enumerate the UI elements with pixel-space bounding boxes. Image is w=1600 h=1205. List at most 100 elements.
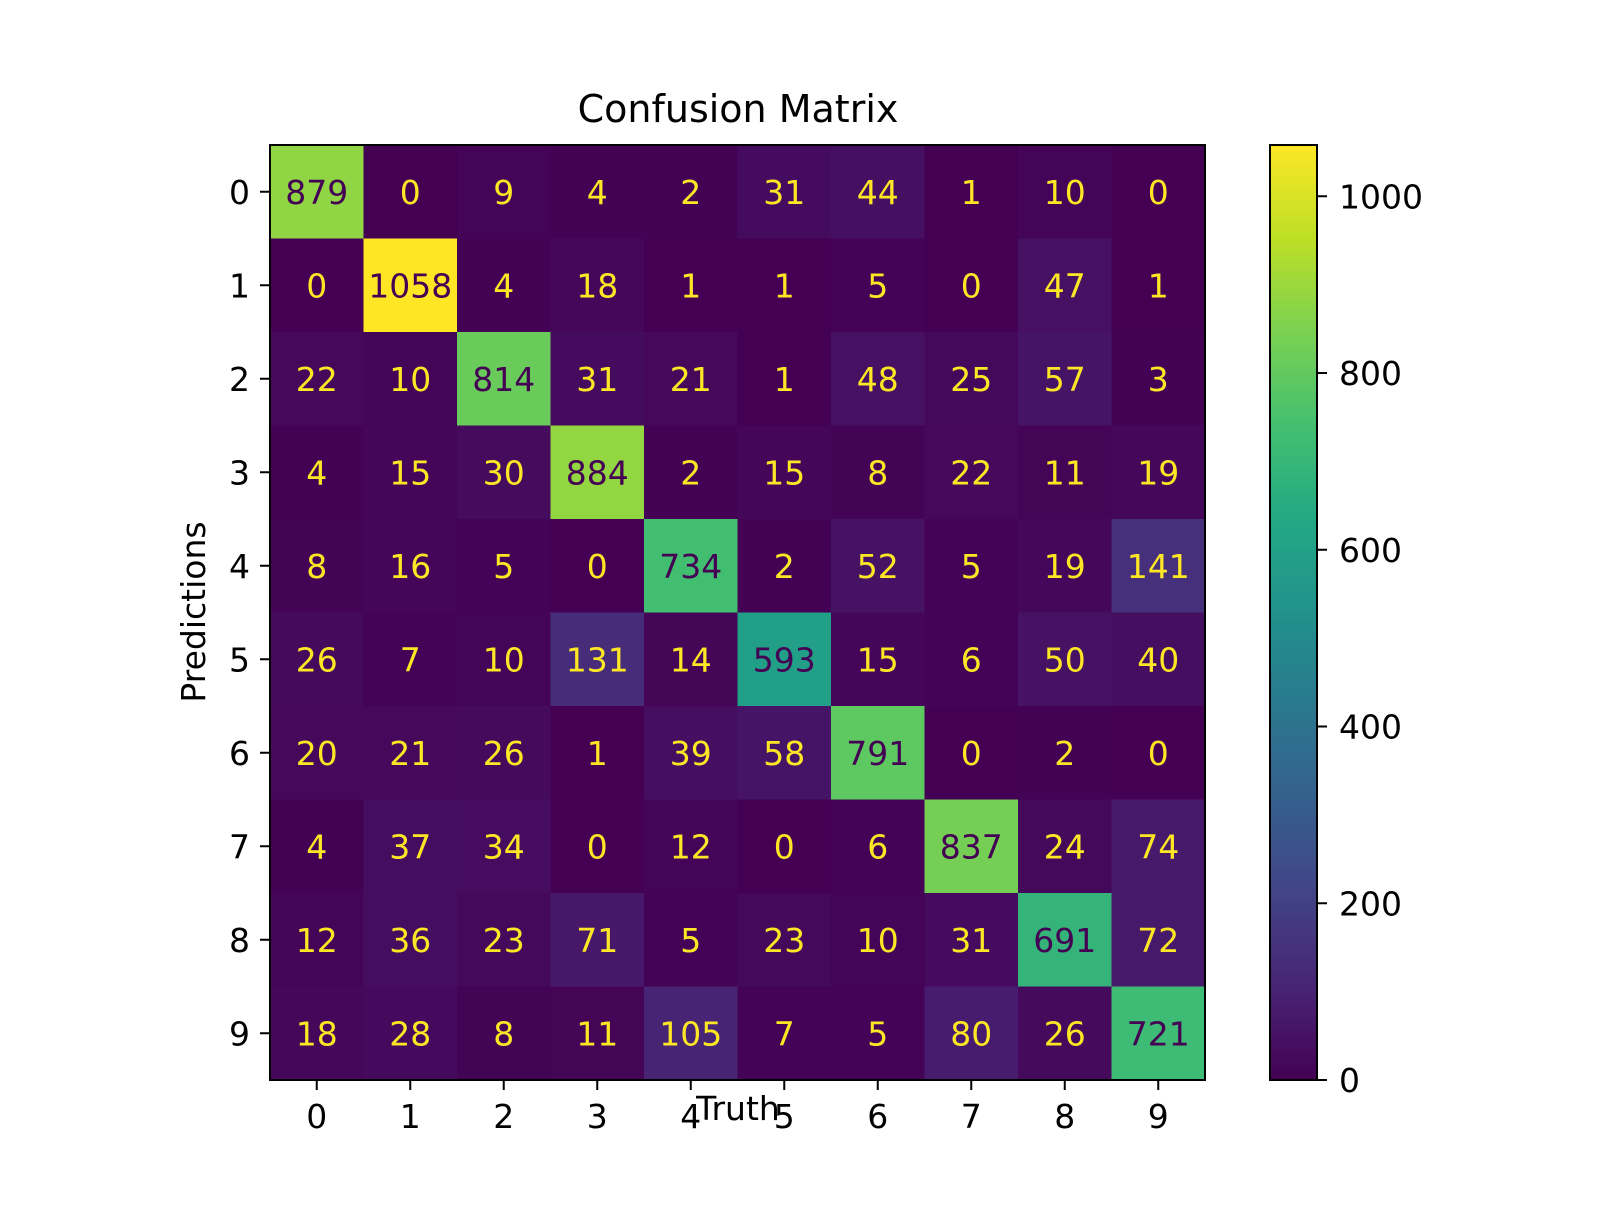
y-tick-label: 0: [229, 173, 250, 212]
cell-value-label: 22: [296, 360, 338, 399]
heatmap-cell: [644, 425, 738, 520]
cell-value-label: 20: [296, 734, 338, 773]
cell-value-label: 8: [493, 1014, 514, 1053]
cell-value-label: 74: [1137, 827, 1179, 866]
cell-value-label: 19: [1044, 547, 1086, 586]
cell-value-label: 3: [1148, 360, 1169, 399]
cell-value-label: 26: [296, 640, 338, 679]
heatmap-cell: [737, 519, 832, 613]
heatmap-cell: [831, 986, 925, 1081]
heatmap-cell: [550, 145, 645, 239]
colorbar-tick-label: 400: [1339, 708, 1402, 747]
heatmap-cell: [270, 799, 364, 894]
cell-value-label: 23: [763, 921, 805, 960]
heatmap-cell: [1111, 519, 1206, 613]
heatmap-cell: [737, 425, 832, 520]
heatmap-cell: [737, 612, 832, 707]
cell-value-label: 8: [306, 547, 327, 586]
cell-value-label: 44: [857, 173, 899, 212]
cell-value-label: 34: [483, 827, 525, 866]
y-tick-label: 8: [229, 921, 250, 960]
y-tick-label: 9: [229, 1014, 250, 1053]
cell-value-label: 1: [1148, 266, 1169, 305]
cell-value-label: 11: [576, 1014, 618, 1053]
heatmap-cell: [831, 238, 925, 333]
cell-value-label: 0: [587, 547, 608, 586]
heatmap-cell: [1018, 612, 1112, 707]
x-tick-label: 1: [400, 1097, 421, 1136]
heatmap-cell: [1111, 238, 1206, 333]
x-tick-label: 6: [867, 1097, 888, 1136]
cell-value-label: 879: [285, 173, 348, 212]
y-tick-label: 7: [229, 827, 250, 866]
heatmap-cell: [363, 893, 458, 987]
cell-value-label: 21: [670, 360, 712, 399]
cell-value-label: 0: [1148, 173, 1169, 212]
heatmap-cell: [924, 238, 1019, 333]
cell-value-label: 31: [950, 921, 992, 960]
heatmap-cell: [1018, 519, 1112, 613]
cell-value-label: 8: [867, 453, 888, 492]
cell-value-label: 18: [296, 1014, 338, 1053]
cell-value-label: 10: [483, 640, 525, 679]
plot-frame: [269, 144, 1206, 1081]
cell-value-label: 28: [389, 1014, 431, 1053]
cell-value-label: 593: [753, 640, 816, 679]
heatmap-cell: [924, 519, 1019, 613]
cell-value-label: 12: [670, 827, 712, 866]
colorbar-tick-label: 800: [1339, 354, 1402, 393]
heatmap-cell: [457, 893, 551, 987]
cell-value-label: 0: [961, 266, 982, 305]
heatmap-cell: [550, 238, 645, 333]
heatmap-cell: [831, 799, 925, 894]
x-tick-label: 5: [774, 1097, 795, 1136]
heatmap-cell: [550, 706, 645, 800]
heatmap-cell: [831, 706, 925, 800]
heatmap-cell: [363, 238, 458, 333]
cell-value-label: 1: [680, 266, 701, 305]
heatmap-cell: [924, 612, 1019, 707]
colorbar-tick-label: 600: [1339, 531, 1402, 570]
cell-value-label: 25: [950, 360, 992, 399]
heatmap-cell: [270, 238, 364, 333]
cell-value-label: 10: [389, 360, 431, 399]
heatmap-cell: [457, 238, 551, 333]
cell-value-label: 36: [389, 921, 431, 960]
cell-value-label: 37: [389, 827, 431, 866]
heatmap-cell: [363, 425, 458, 520]
heatmap-cell: [550, 986, 645, 1081]
cell-value-label: 72: [1137, 921, 1179, 960]
x-tick-label: 8: [1054, 1097, 1075, 1136]
cell-value-label: 26: [1044, 1014, 1086, 1053]
cell-value-label: 5: [680, 921, 701, 960]
cell-value-label: 837: [940, 827, 1003, 866]
heatmap-cell: [1018, 145, 1112, 239]
heatmap-cell: [1111, 145, 1206, 239]
heatmap-cell: [270, 425, 364, 520]
heatmap-cell: [831, 425, 925, 520]
cell-value-label: 691: [1033, 921, 1096, 960]
cell-value-label: 16: [389, 547, 431, 586]
heatmap-cell: [550, 893, 645, 987]
heatmap-cell: [1018, 706, 1112, 800]
cell-value-label: 71: [576, 921, 618, 960]
cell-value-label: 10: [1044, 173, 1086, 212]
cell-value-label: 4: [493, 266, 514, 305]
cell-value-label: 21: [389, 734, 431, 773]
cell-value-label: 0: [400, 173, 421, 212]
heatmap-cell: [644, 519, 738, 613]
heatmap-cell: [924, 799, 1019, 894]
cell-value-label: 14: [670, 640, 712, 679]
heatmap-cell: [737, 145, 832, 239]
heatmap-cell: [457, 706, 551, 800]
heatmap-cell: [363, 612, 458, 707]
heatmap-cell: [457, 332, 551, 426]
cell-value-label: 31: [576, 360, 618, 399]
cell-value-label: 105: [659, 1014, 722, 1053]
cell-value-label: 47: [1044, 266, 1086, 305]
cell-value-label: 7: [774, 1014, 795, 1053]
heatmap-cell: [737, 332, 832, 426]
cell-value-label: 57: [1044, 360, 1086, 399]
x-axis-label: Truth: [695, 1089, 780, 1128]
heatmap-cell: [363, 145, 458, 239]
